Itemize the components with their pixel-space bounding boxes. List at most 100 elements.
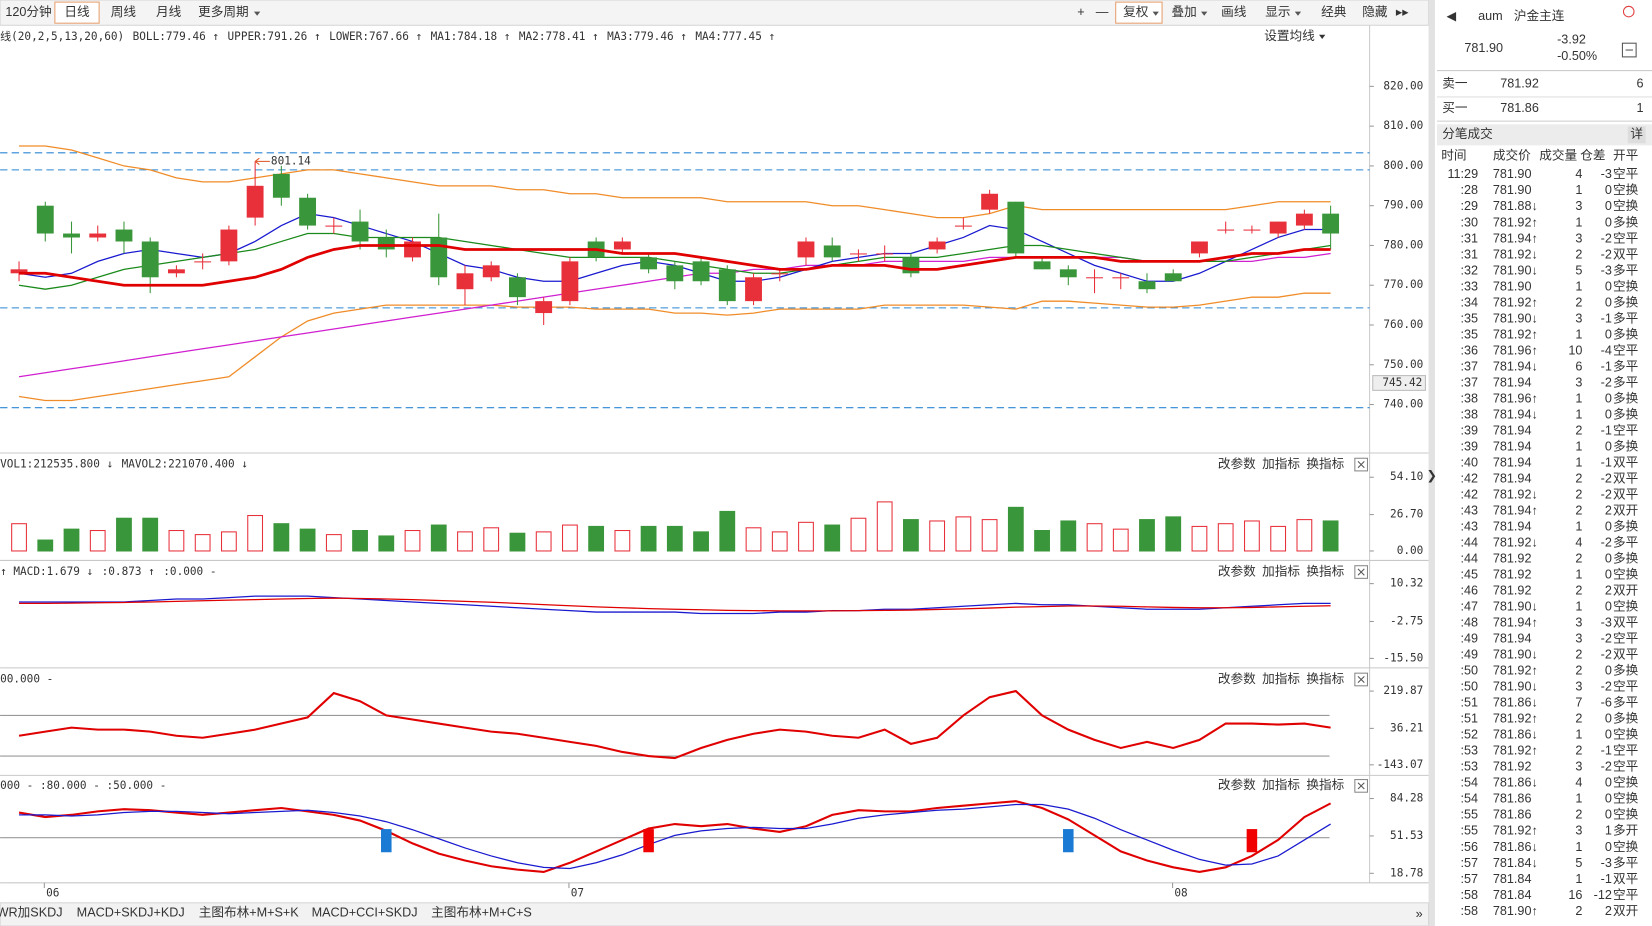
period-button[interactable]: 月线 [156,5,182,19]
dropdown-icon [1319,34,1326,39]
dropdown-icon [1201,11,1208,16]
book-volume: 6 [1636,77,1643,91]
panel-button[interactable]: 换指标 [1306,457,1344,471]
volume-bar [37,539,54,552]
indicator-tab[interactable]: WR加SKDJ [0,906,63,920]
y-tick-label: -15.50 [1383,651,1423,664]
trade-volume: 2 [1575,584,1582,598]
panel-button[interactable]: 加指标 [1262,778,1300,792]
active-tab [54,1,100,24]
trade-type: 空换 [1613,568,1639,582]
splitter[interactable] [1428,0,1435,926]
indicator-legend: 000 - :80.000 - :50.000 - [0,779,166,792]
panel-button[interactable]: 改参数 [1218,563,1256,578]
trade-time: :30 [1461,215,1479,229]
indicator-line [18,689,1331,760]
splitter-arrow[interactable]: ❯ [1426,469,1437,484]
volume-bar [325,534,342,552]
period-button[interactable]: 周线 [111,5,137,19]
trade-type: 空平 [1613,343,1638,357]
trade-time: :52 [1461,728,1479,742]
trade-time: :50 [1461,664,1479,678]
trade-oi-change: -1 [1601,311,1612,325]
trade-oi-change: -1 [1601,423,1612,437]
volume-bar [404,529,421,552]
cursor-price-box [1372,375,1426,391]
panel-button[interactable]: 换指标 [1306,564,1344,578]
collapse-button[interactable] [1621,42,1637,58]
tool-button[interactable]: — [1096,5,1109,19]
trade-time: :51 [1461,696,1479,710]
period-button[interactable]: 更多周期 [198,5,249,19]
trade-oi-change: -2 [1601,487,1612,501]
candle-body [981,193,999,210]
trade-price: 781.90↓ [1493,263,1538,277]
panel-button[interactable]: 改参数 [1218,777,1256,792]
panel-button[interactable]: 加指标 [1262,457,1300,471]
trade-volume: 1 [1575,327,1582,341]
volume-bar [588,525,605,552]
candle-body [89,233,107,238]
trade-volume: 1 [1575,439,1582,453]
candle-body [168,269,185,274]
candle-body [850,253,867,255]
trade-price: 781.92↑ [1493,824,1538,838]
indicator-line [19,244,1331,287]
panel-button[interactable]: 换指标 [1306,778,1344,792]
tool-button[interactable]: 叠加 [1172,5,1197,19]
trade-oi-change: -2 [1601,471,1612,485]
trade-type: 多平 [1613,856,1638,870]
period-button[interactable]: 120分钟 [5,4,51,19]
trade-oi-change: 0 [1605,279,1612,293]
candle-body [666,265,684,282]
trade-price: 781.92↑ [1493,712,1538,726]
tool-button[interactable]: 画线 [1221,5,1247,19]
panel-button[interactable]: 改参数 [1218,671,1256,686]
trade-oi-change: -12 [1594,888,1612,902]
panel-button[interactable]: 加指标 [1262,672,1300,686]
volume-bar [1165,516,1182,552]
trade-volume: 1 [1575,183,1582,197]
indicator-tab[interactable]: MACD+CCI+SKDJ [312,906,418,920]
tab-scroll[interactable]: » [1416,907,1423,921]
panel-button[interactable]: 换指标 [1306,672,1344,686]
trade-price: 781.84↓ [1493,856,1538,870]
back-icon[interactable]: ◀ [1446,9,1456,23]
tool-button[interactable]: 显示 [1265,5,1290,19]
tool-button[interactable]: 隐藏 [1362,5,1388,19]
candle-body [823,245,841,258]
trade-price: 781.90 [1493,279,1532,293]
volume-bar [430,524,447,552]
candle-body [745,277,762,302]
book-side: 卖一 [1442,77,1468,91]
panel-button[interactable]: 加指标 [1262,564,1300,578]
period-button[interactable]: 日线 [64,5,90,19]
candle-body [1191,241,1208,254]
trade-volume: 16 [1568,888,1582,902]
volume-bar [483,527,500,552]
trade-volume: 2 [1575,471,1582,485]
trade-time: :55 [1461,808,1479,822]
trade-price: 781.86↓ [1493,728,1538,742]
signal-marker [1063,829,1074,853]
indicator-tab[interactable]: 主图布林+M+C+S [431,906,532,920]
indicator-tab[interactable]: 主图布林+M+S+K [199,906,300,920]
trade-price: 781.86 [1493,808,1532,822]
tool-button[interactable]: 经典 [1321,5,1347,19]
volume-bar [247,514,264,552]
settings-button[interactable]: 设置均线 [1264,29,1315,43]
trade-oi-change: -1 [1601,872,1612,886]
trade-price: 781.92↓ [1493,487,1538,501]
panel-button[interactable]: 改参数 [1218,456,1256,471]
volume-bar [1034,529,1050,552]
trade-volume: 3 [1575,824,1582,838]
trade-price: 781.92↑ [1493,327,1538,341]
trade-oi-change: -3 [1601,616,1612,630]
volume-bar [116,517,132,552]
indicator-tab[interactable]: MACD+SKDJ+KDJ [77,906,185,920]
peak-arrow [254,157,270,165]
tool-button[interactable]: 复权 [1123,4,1149,19]
tool-button[interactable]: + [1077,5,1084,19]
trade-type: 双开 [1613,904,1638,918]
detail-button[interactable] [1627,126,1646,144]
